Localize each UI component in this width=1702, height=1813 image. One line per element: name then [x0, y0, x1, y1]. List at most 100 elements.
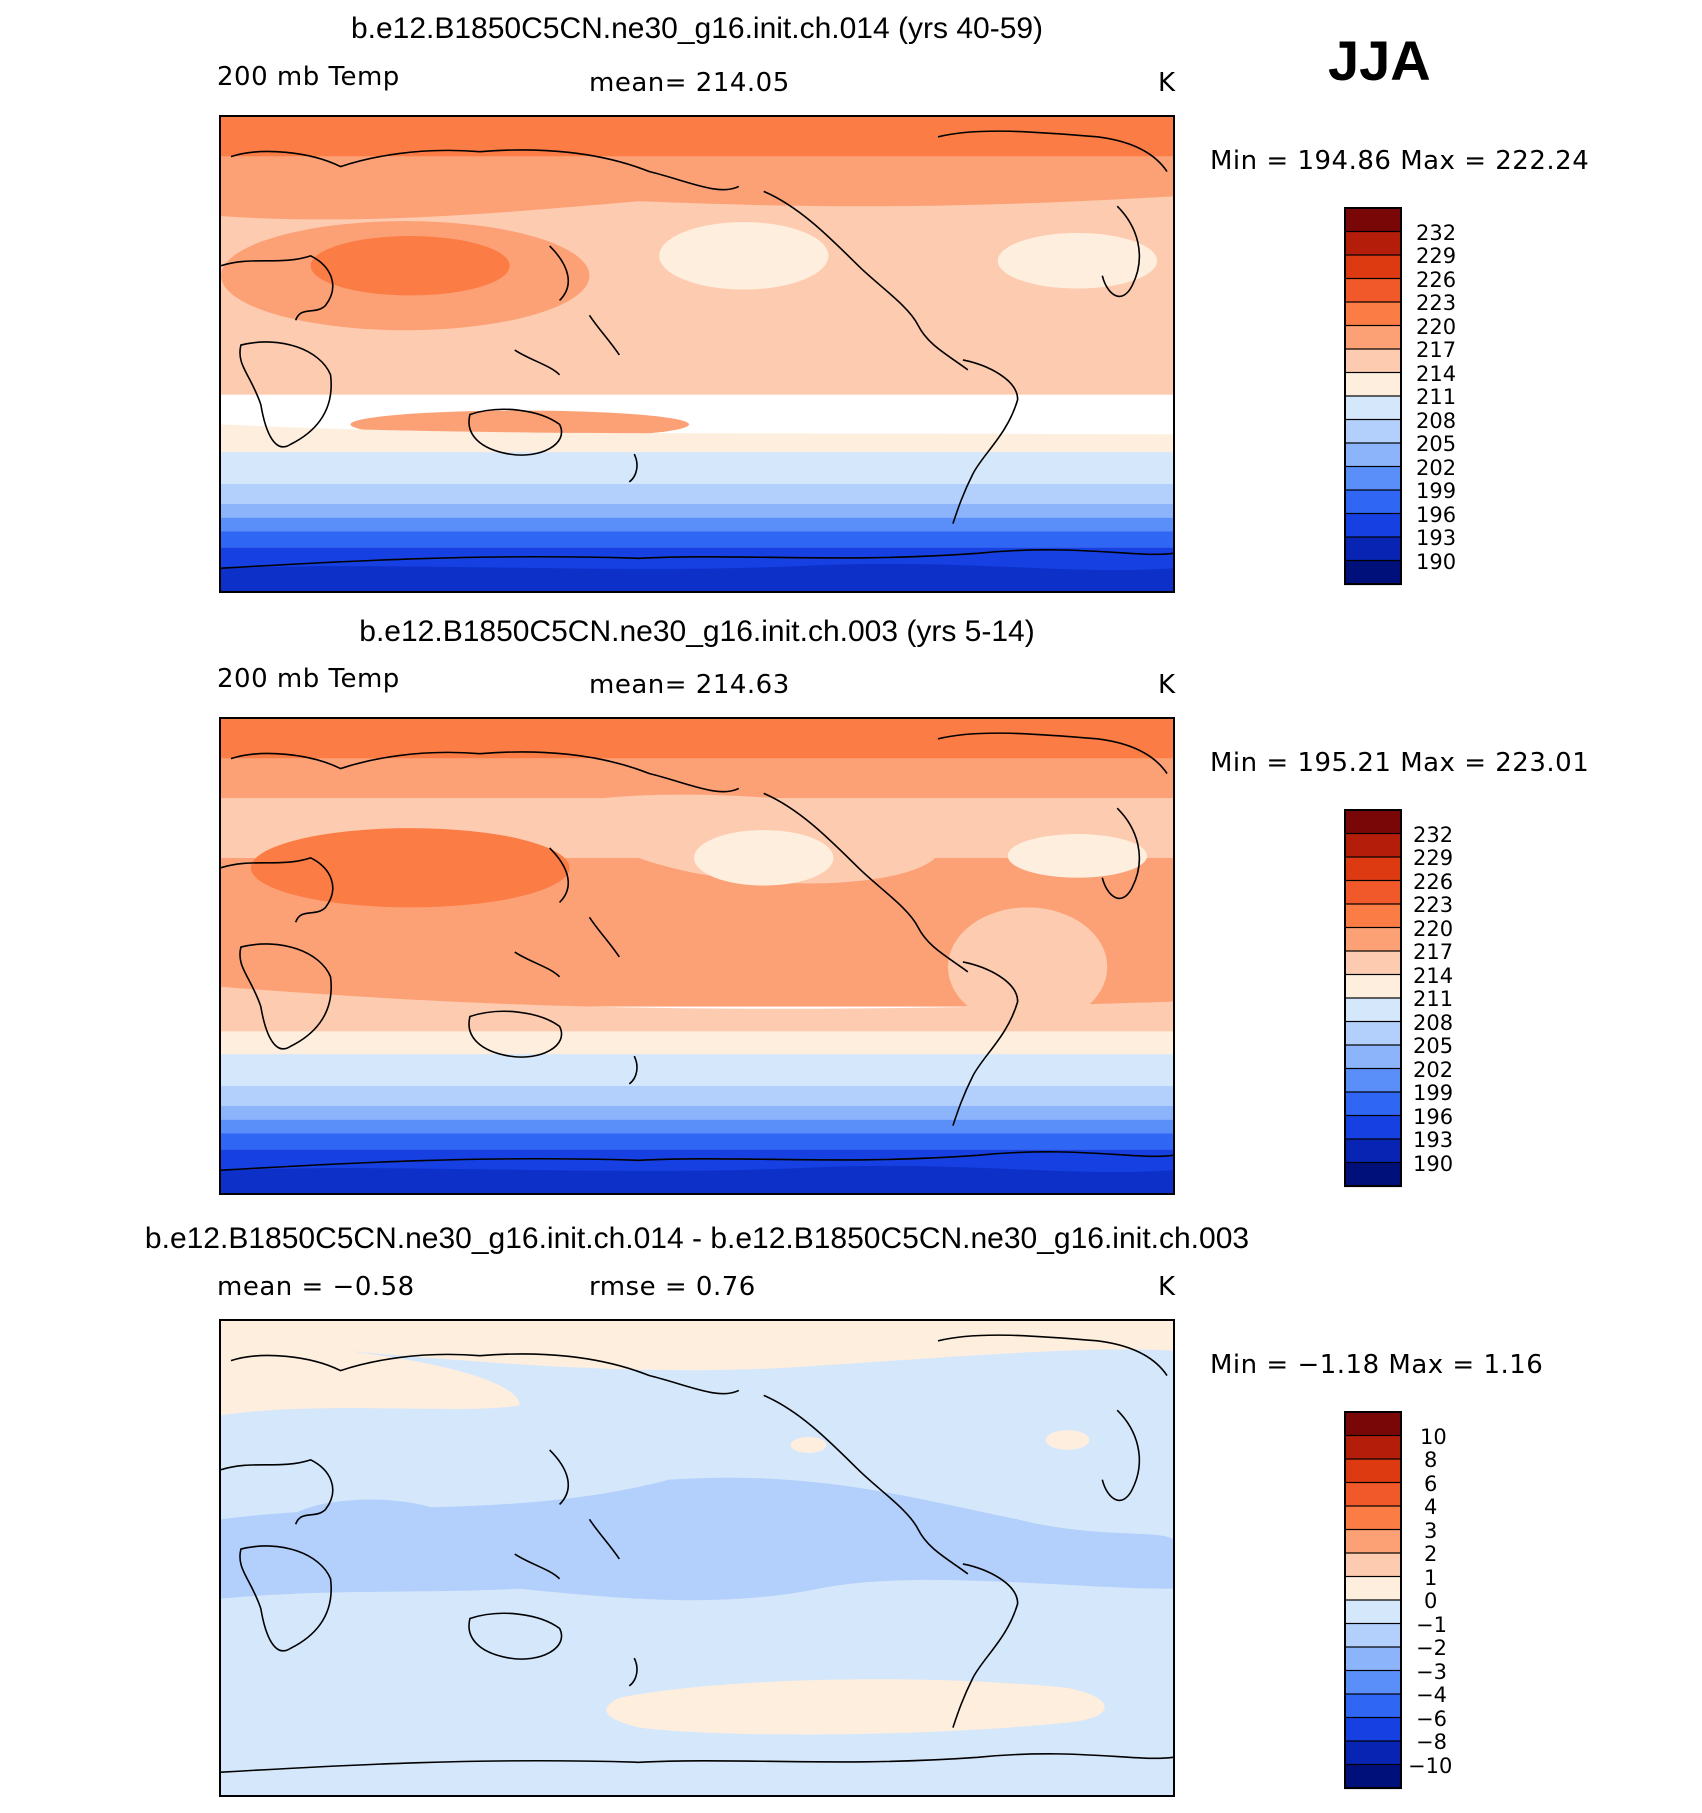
colorbar-swatch: [1344, 1763, 1402, 1790]
colorbar-frame: [1344, 809, 1402, 1187]
panel-3-title: b.e12.B1850C5CN.ne30_g16.init.ch.014 - b…: [144, 1222, 1250, 1255]
contour-atlantic-cool: [1007, 834, 1148, 878]
colorbar-swatch: [1344, 230, 1402, 257]
panel-1-cb-label: 229: [1416, 244, 1457, 268]
panel-1-cb-label: 223: [1416, 291, 1457, 315]
contour-tibet-hot: [310, 235, 510, 296]
panel-3-cb-label: −3: [1416, 1660, 1447, 1684]
panel-3-cb-label: −8: [1416, 1730, 1447, 1754]
band-south-1: [221, 452, 1173, 484]
band-southern-transition: [221, 424, 1173, 455]
panel-1-units-label: K: [1158, 68, 1176, 98]
contour-small-positive: [790, 1437, 827, 1453]
panel-2-minmax-label: Min = 195.21 Max = 223.01: [1210, 748, 1590, 778]
panel-3-units-label: K: [1158, 1272, 1176, 1302]
colorbar-swatch: [1344, 950, 1402, 976]
panel-3-cb-label: −6: [1416, 1707, 1447, 1731]
panel-2-cb-label: 229: [1413, 846, 1454, 870]
colorbar-swatch: [1344, 489, 1402, 515]
panel-2-cb-label: 193: [1413, 1128, 1454, 1152]
panel-2-cb-label: 214: [1413, 964, 1454, 988]
colorbar-swatch: [1344, 324, 1402, 351]
colorbar-swatch: [1344, 1693, 1402, 1719]
panel-2-cb-label: 223: [1413, 893, 1454, 917]
panel-3-map: [219, 1319, 1175, 1797]
band-south-2: [221, 1085, 1173, 1106]
colorbar-swatch: [1344, 1411, 1402, 1437]
band-south-2: [221, 483, 1173, 504]
panel-1-cb-label: 205: [1416, 432, 1457, 456]
colorbar-swatch: [1344, 1528, 1402, 1555]
contour-southern-ocean-positive: [606, 1679, 1105, 1735]
panel-1-cb-label: 193: [1416, 526, 1457, 550]
colorbar-swatch: [1344, 1575, 1402, 1602]
panel-2-colorbar: [1344, 809, 1402, 1188]
colorbar-swatch: [1344, 348, 1402, 374]
panel-1-title: b.e12.B1850C5CN.ne30_g16.init.ch.014 (yr…: [350, 12, 1044, 45]
colorbar-swatch: [1344, 1434, 1402, 1461]
band-south-3: [221, 1105, 1173, 1120]
band-south-cool: [221, 1031, 1173, 1056]
colorbar-swatch: [1344, 1716, 1402, 1743]
panel-3-cb-label: 0: [1424, 1589, 1438, 1613]
band-south-4: [221, 1119, 1173, 1134]
contour-pacific-cool: [659, 222, 829, 290]
contour-n-hemisphere-warm: [221, 161, 1173, 220]
colorbar-swatch: [1344, 536, 1402, 562]
colorbar-swatch: [1344, 1669, 1402, 1696]
panel-3-colorbar: [1344, 1411, 1402, 1790]
contour-north-positive: [221, 1340, 520, 1416]
contour-tropical-negative: [221, 1477, 1173, 1601]
colorbar-swatch: [1344, 973, 1402, 1000]
colorbar-swatch: [1344, 301, 1402, 327]
contour-india-negative: [280, 1499, 460, 1559]
panel-1-cb-label: 226: [1416, 268, 1457, 292]
panel-1-minmax-label: Min = 194.86 Max = 222.24: [1210, 146, 1590, 176]
colorbar-swatch: [1344, 277, 1402, 304]
colorbar-swatch: [1344, 254, 1402, 280]
colorbar-swatch: [1344, 1481, 1402, 1508]
contour-antarctic-cold: [221, 563, 1173, 591]
panel-2-cb-label: 211: [1413, 987, 1454, 1011]
colorbar-swatch: [1344, 1552, 1402, 1578]
panel-3-cb-label: 10: [1420, 1425, 1447, 1449]
panel-3-cb-label: 2: [1424, 1542, 1438, 1566]
panel-3-cb-label: −10: [1408, 1754, 1453, 1778]
panel-3-cb-label: 8: [1424, 1448, 1438, 1472]
panel-1-map: [219, 115, 1175, 593]
panel-2-cb-label: 205: [1413, 1034, 1454, 1058]
colorbar-swatch: [1344, 832, 1402, 859]
contour-south-america: [947, 907, 1108, 1027]
panel-1-cb-label: 214: [1416, 362, 1457, 386]
panel-2-variable-label: 200 mb Temp: [217, 664, 400, 694]
band-arctic: [221, 719, 1173, 759]
colorbar-swatch: [1344, 1044, 1402, 1070]
panel-3-minmax-label: Min = −1.18 Max = 1.16: [1210, 1350, 1544, 1380]
coastlines: [221, 732, 1173, 1171]
band-south-5: [221, 531, 1173, 548]
colorbar-swatch: [1344, 1138, 1402, 1164]
panel-1-cb-label: 208: [1416, 409, 1457, 433]
panel-1-cb-label: 190: [1416, 550, 1457, 574]
band-south-3: [221, 503, 1173, 518]
panel-1-cb-label: 232: [1416, 221, 1457, 245]
coastlines: [221, 130, 1173, 569]
contour-pacific-cool: [694, 830, 834, 886]
panel-1-cb-label: 196: [1416, 503, 1457, 527]
panel-3-cb-label: −4: [1416, 1683, 1447, 1707]
colorbar-swatch: [1344, 465, 1402, 492]
panel-2-cb-label: 199: [1413, 1081, 1454, 1105]
band-south-5: [221, 1133, 1173, 1150]
panel-1-cb-label: 202: [1416, 456, 1457, 480]
panel-1-cb-label: 199: [1416, 479, 1457, 503]
colorbar-swatch: [1344, 1740, 1402, 1766]
contour-antarctic-cold: [221, 1165, 1173, 1193]
colorbar-swatch: [1344, 1020, 1402, 1047]
panel-2-cb-label: 208: [1413, 1011, 1454, 1035]
band-southern-transition: [221, 986, 1173, 1037]
panel-1-variable-label: 200 mb Temp: [217, 62, 400, 92]
colorbar-swatch: [1344, 1161, 1402, 1188]
contour-arctic-positive: [221, 1321, 1173, 1371]
colorbar-swatch: [1344, 856, 1402, 882]
colorbar-swatch: [1344, 559, 1402, 586]
